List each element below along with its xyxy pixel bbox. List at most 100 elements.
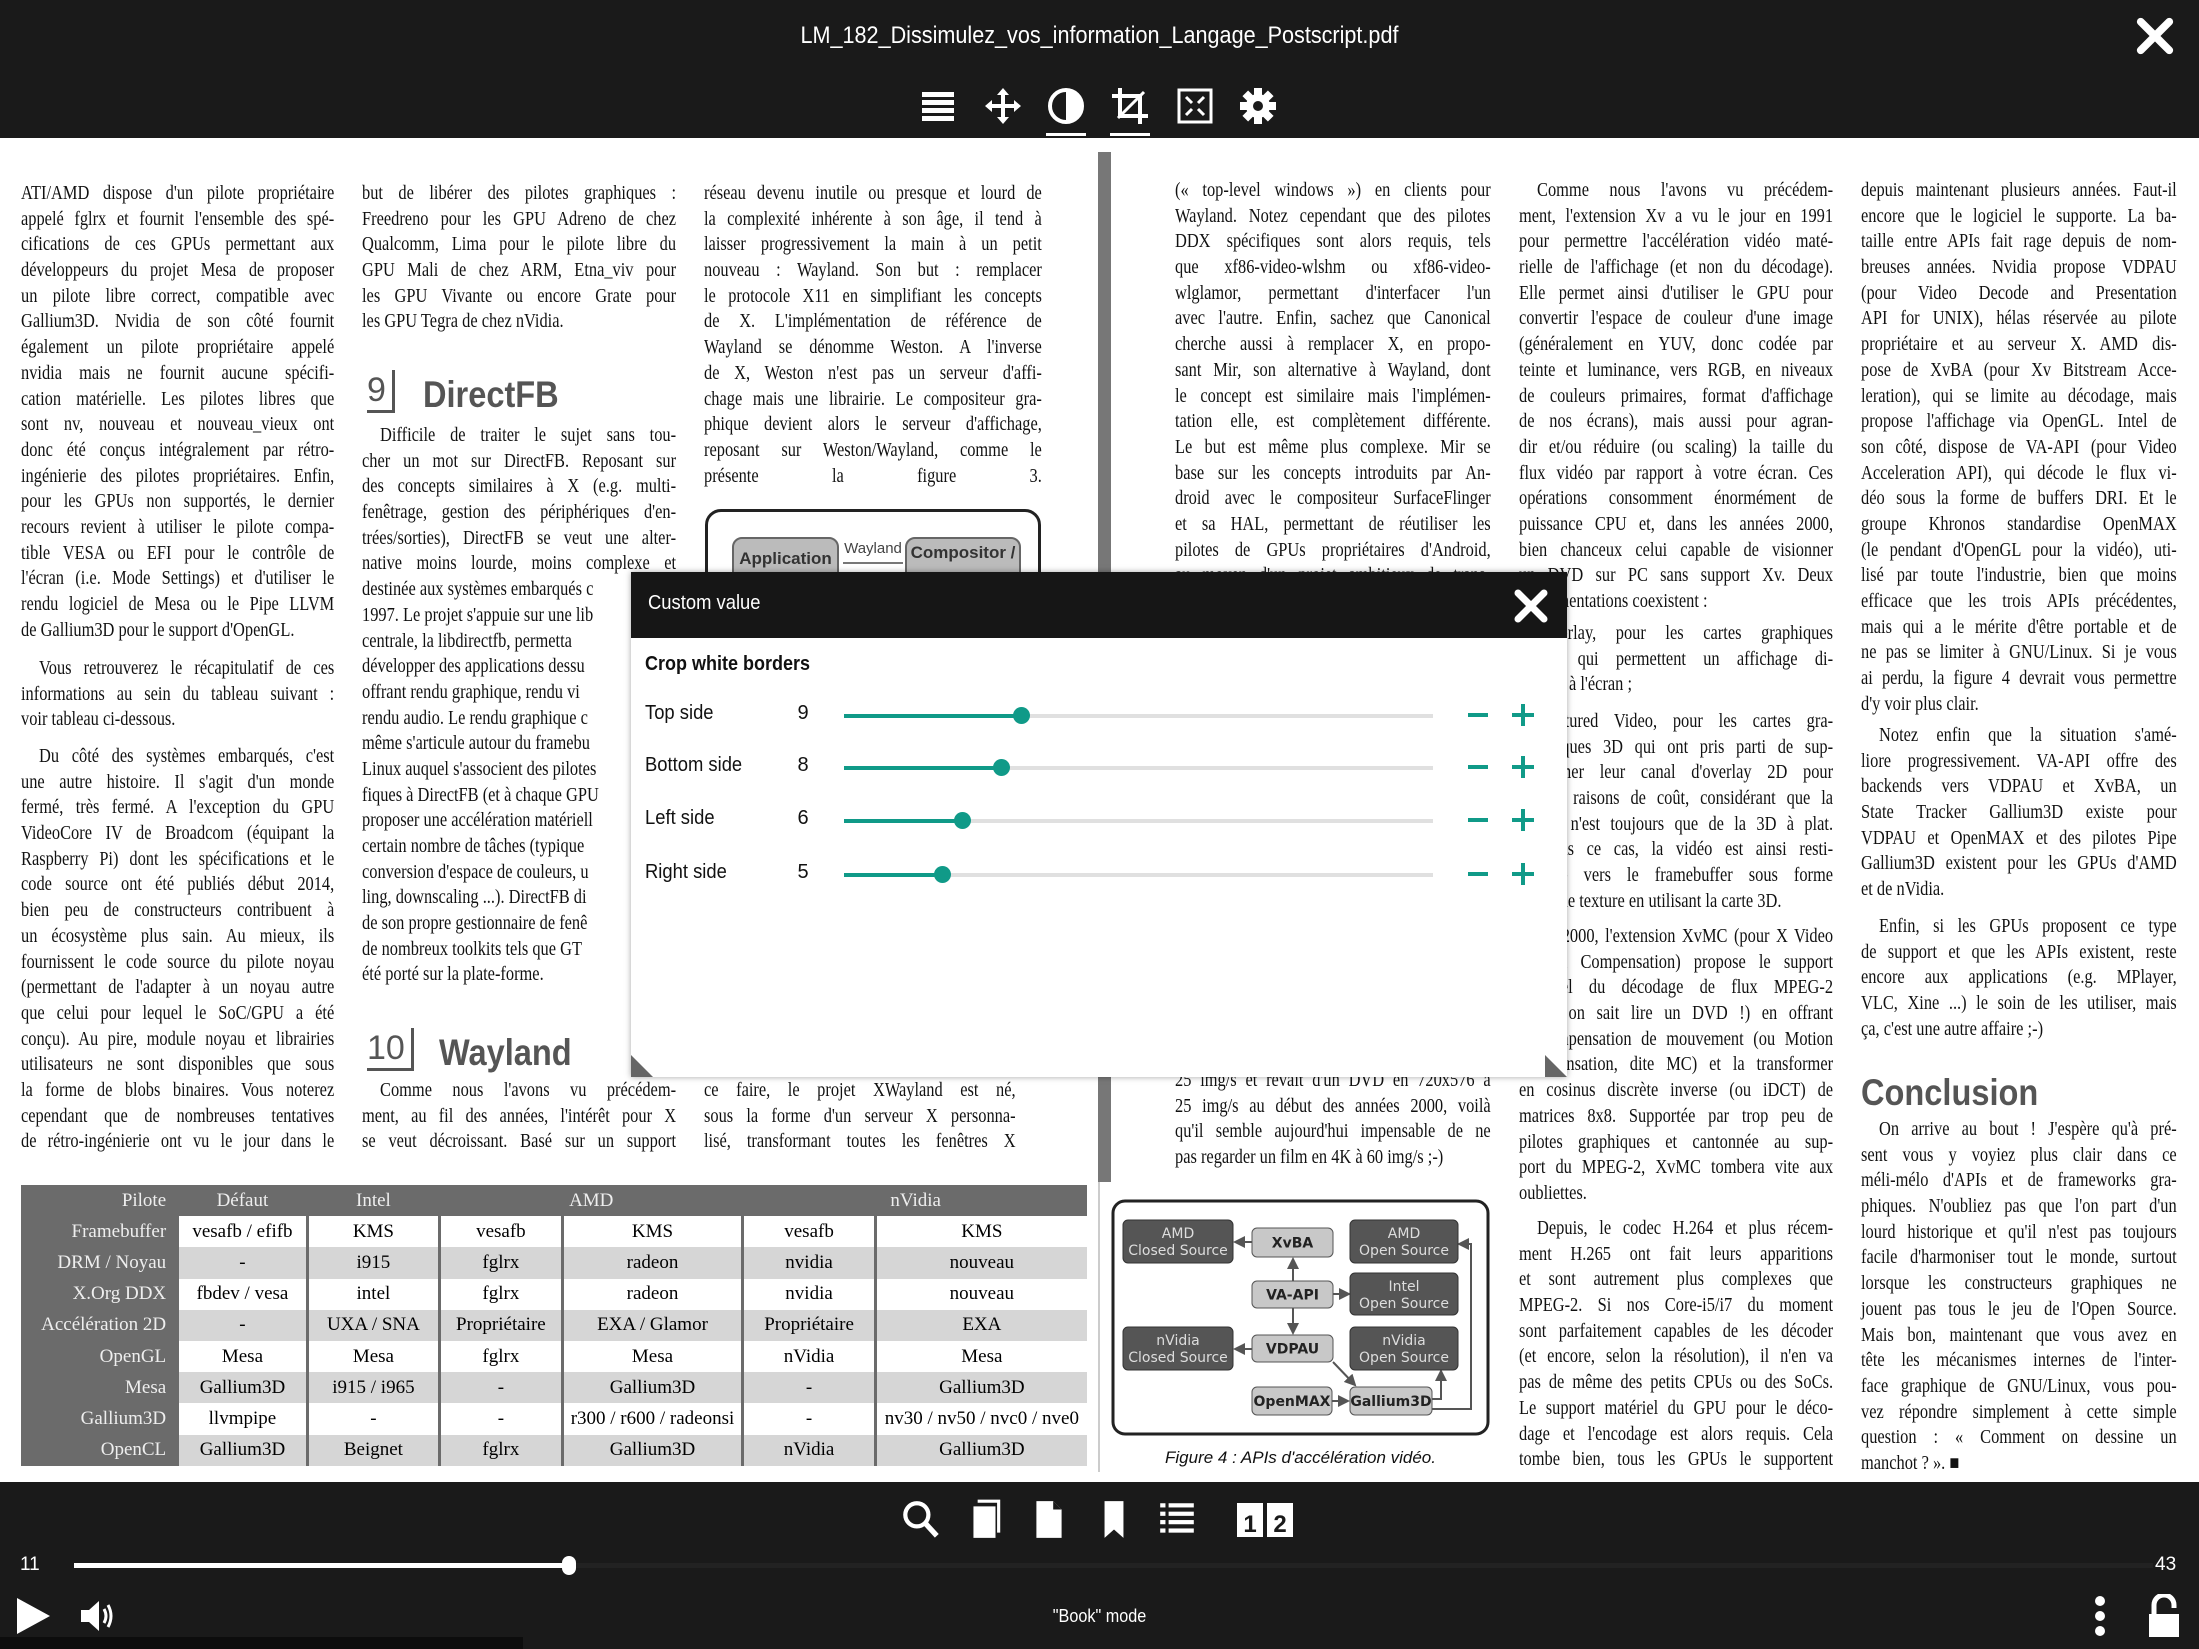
crop-slider[interactable] xyxy=(844,759,1433,776)
crop-slider[interactable] xyxy=(844,812,1433,829)
close-document-button[interactable] xyxy=(2133,14,2177,58)
diagram-node-label: Closed Source xyxy=(1128,1243,1228,1259)
table-row: Mesa Gallium3D i915 / i965- Gallium3D - Galli… xyxy=(21,1372,1087,1404)
text-line: rect à l'écran ; xyxy=(1540,673,1633,696)
text-line: trées/sorties), DirectFB se veut une alt… xyxy=(362,526,677,549)
text-line: également un pilote propriétaire appelé xyxy=(21,336,335,359)
crop-slider[interactable] xyxy=(844,866,1433,883)
text-line: offrant rendu graphique, rendu vi xyxy=(362,680,580,703)
crop-row-label: Bottom side xyxy=(645,754,743,776)
table-cell: fglrx xyxy=(438,1278,563,1310)
paragraph: Notez enfin que la situation s'amé-liore… xyxy=(1861,723,2177,903)
settings-button[interactable] xyxy=(1236,84,1280,128)
text-line: méli-mélo d'APIs et de frameworks gra- xyxy=(1861,1169,2177,1192)
fit-button[interactable] xyxy=(1173,84,1217,128)
lock-button[interactable] xyxy=(2144,1592,2184,1638)
text-line: ingénierie des pilotes propriétaires. En… xyxy=(21,464,335,487)
text-line: Raspberry Pi) dont les spécifications et… xyxy=(21,847,335,870)
crop-button[interactable] xyxy=(1108,84,1152,136)
crop-slider-thumb[interactable] xyxy=(934,866,952,883)
table-cell: KMS xyxy=(560,1216,743,1248)
page-slider[interactable] xyxy=(74,1556,2153,1575)
text-line: qu'il semble aujourd'hui impensable de n… xyxy=(1175,1120,1491,1143)
text-line: jouent pas tous le jeu de l'Open Source. xyxy=(1861,1297,2177,1320)
table-cell: radeon xyxy=(560,1278,743,1310)
table-row: Gallium3D llvmpipe - - r300 / r600 / radeons… xyxy=(21,1403,1087,1435)
text-line: lisé, transformant toutes les fenêtres X xyxy=(704,1130,1016,1153)
text-line: rendu audio. Le rendu graphique c xyxy=(362,706,588,729)
text-line: Comme nous l'avons vu précédem- xyxy=(380,1079,677,1101)
resize-handle-right[interactable] xyxy=(1545,1055,1567,1077)
text-line: voir tableau ci-dessous. xyxy=(21,708,176,731)
table-cell: Mesa xyxy=(176,1340,308,1373)
text-line: fermé, très fermé. A l'exception du GPU xyxy=(21,796,335,819)
move-button[interactable] xyxy=(981,84,1025,128)
plus-icon xyxy=(1512,809,1534,831)
increase-button[interactable] xyxy=(1508,859,1538,889)
table-cell: Mesa xyxy=(873,1340,1087,1373)
table-header-cell: Intel xyxy=(305,1185,440,1217)
resize-handle-left[interactable] xyxy=(631,1055,653,1077)
increase-button[interactable] xyxy=(1508,805,1538,835)
text-line: API for UNIX), hélas réservée au pilote xyxy=(1861,307,2177,330)
decrease-button[interactable] xyxy=(1463,805,1493,835)
text-line: opérations consomment énormément de xyxy=(1519,487,1834,510)
text-line: cation matérielle. Les pilotes libres qu… xyxy=(21,387,335,410)
table-row-label: Gallium3D xyxy=(21,1403,178,1435)
menu-button[interactable] xyxy=(916,84,960,128)
page-button[interactable] xyxy=(1027,1496,1071,1542)
crop-slider[interactable] xyxy=(844,707,1433,724)
text-line: la compensation de mouvement (ou Motion xyxy=(1519,1027,1834,1050)
contrast-button[interactable] xyxy=(1044,84,1088,136)
text-line: Acceleration API), qui décode le flux vi… xyxy=(1861,461,2177,484)
crop-slider-thumb[interactable] xyxy=(1012,707,1030,724)
dialog-close-button[interactable] xyxy=(1511,586,1551,626)
decrease-button[interactable] xyxy=(1463,752,1493,782)
text-line: centrale, la libdirectfb, permetta xyxy=(362,629,572,652)
minus-icon xyxy=(1468,818,1488,822)
text-line: Dans ce cas, la vidéo est ainsi resti- xyxy=(1540,838,1834,861)
decrease-button[interactable] xyxy=(1463,859,1493,889)
text-line: tation elle, est complètement différente… xyxy=(1175,410,1491,433)
book-button[interactable] xyxy=(963,1496,1007,1542)
text-line: bien chanceux celui capable de visionner xyxy=(1519,538,1834,561)
increase-button[interactable] xyxy=(1508,752,1538,782)
text-line: base sur les concepts introduits par An- xyxy=(1175,461,1491,484)
text-line: son côté, dispose de VA-API (pour Video xyxy=(1861,435,2177,458)
tts-button[interactable] xyxy=(78,1594,118,1638)
play-button[interactable] xyxy=(14,1594,54,1638)
text-line: pose de XvBA (pour Xv Bitstream Acce- xyxy=(1861,358,2177,381)
text-line: Comme nous l'avons vu précédem- xyxy=(1537,179,1834,201)
crop-slider-thumb[interactable] xyxy=(993,759,1011,776)
more-button[interactable] xyxy=(2080,1594,2120,1638)
text-line: ce faire, le projet XWayland est né, xyxy=(704,1079,1016,1101)
text-line: Du côté des systèmes embarqués, c'est xyxy=(39,745,335,767)
minus-icon xyxy=(1468,713,1488,717)
text-line: (généralement en YUV, donc codée par xyxy=(1519,333,1834,356)
text-line: Notez enfin que la situation s'amé- xyxy=(1879,724,2177,746)
text-line: fiques à DirectFB (et à chaque GPU xyxy=(362,783,599,806)
decrease-button[interactable] xyxy=(1463,700,1493,730)
figure-label-protocol: Wayland xyxy=(844,540,902,557)
text-line: ça, c'est une autre affaire ;-) xyxy=(1861,1017,2044,1040)
table-cell: intel xyxy=(305,1278,440,1310)
book-icon xyxy=(973,1499,1001,1538)
text-line: VideoCore IV de Broadcom (équipant la xyxy=(21,822,335,845)
diagram-node-gallium xyxy=(1349,1386,1433,1416)
text-line: Linux auquel s'associent des pilotes xyxy=(362,757,597,780)
text-line: que celui pour lequel le SoC/GPU a été xyxy=(21,1001,335,1024)
table-cell: - xyxy=(305,1403,440,1435)
gear-icon xyxy=(1240,88,1276,124)
table-cell: nv30 / nv50 / nvc0 / nve0 xyxy=(873,1403,1087,1435)
text-line: de son propre gestionnaire de fenê xyxy=(362,912,588,935)
bookmark-button[interactable] xyxy=(1092,1496,1136,1542)
text-line: en cosinus discrète inverse (ou iDCT) de xyxy=(1519,1079,1834,1102)
text-line: encore que le logiciel le supporte. La b… xyxy=(1861,204,2177,227)
lock-icon xyxy=(2149,1592,2179,1637)
search-button[interactable] xyxy=(898,1496,942,1542)
increase-button[interactable] xyxy=(1508,700,1538,730)
crop-slider-thumb[interactable] xyxy=(953,812,971,829)
outline-button[interactable] xyxy=(1155,1496,1199,1542)
page-slider-thumb[interactable] xyxy=(562,1556,576,1575)
